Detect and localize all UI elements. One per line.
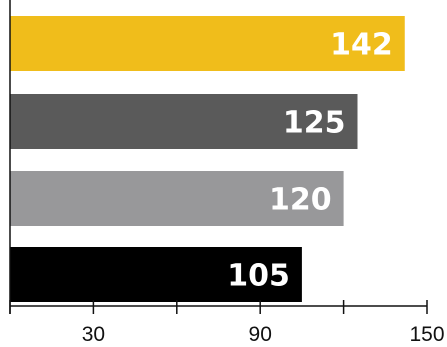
bar-value-label-4: 105 (227, 259, 290, 294)
x-tick-label-150: 150 (409, 323, 444, 346)
bar-4 (10, 247, 302, 302)
bar-3 (10, 171, 344, 226)
bar-value-label-2: 125 (283, 106, 346, 141)
x-tick-label-90: 90 (249, 323, 272, 346)
x-tick-label-30: 30 (82, 323, 105, 346)
x-tick-labels-group: 30 90 150 (82, 323, 445, 346)
x-ticks-group (9, 300, 428, 314)
bar-labels-group: 142 125 120 105 (227, 28, 392, 294)
bar-value-label-3: 120 (269, 183, 332, 218)
bar-2 (10, 94, 358, 149)
bars-group (10, 16, 405, 302)
bar-value-label-1: 142 (330, 28, 393, 63)
bar-1 (10, 16, 405, 71)
